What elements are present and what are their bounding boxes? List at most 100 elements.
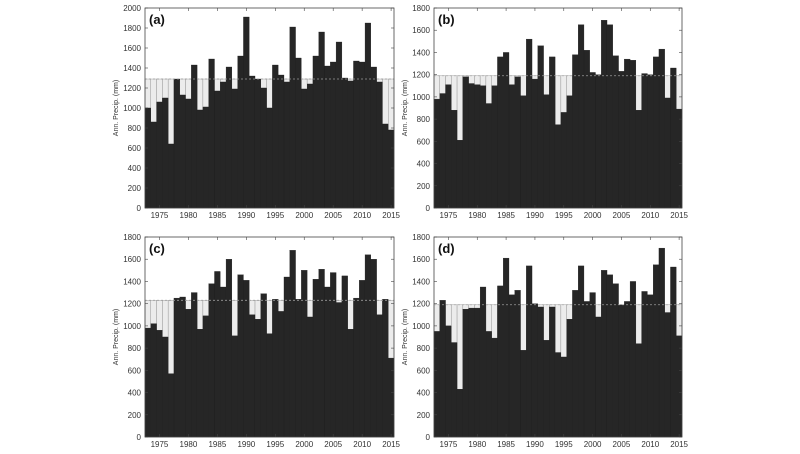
deficit-fill	[150, 78, 157, 123]
deficit-fill	[566, 304, 573, 320]
bar	[566, 95, 573, 209]
x-tick-label: 1975	[440, 440, 458, 449]
bar	[185, 309, 192, 438]
bar	[445, 325, 452, 438]
y-tick-label: 1800	[123, 24, 141, 33]
bar	[225, 259, 233, 438]
bar	[560, 112, 567, 209]
x-tick-label: 1975	[151, 211, 169, 220]
y-tick-label: 1400	[412, 277, 430, 286]
x-tick-label: 2005	[613, 211, 631, 220]
bar	[670, 67, 677, 209]
bar	[278, 311, 285, 438]
bar	[208, 58, 215, 209]
bar	[664, 312, 671, 438]
x-tick-label: 2015	[670, 440, 688, 449]
bar	[364, 254, 371, 438]
bar	[179, 296, 186, 438]
y-tick-label: 1000	[412, 93, 430, 102]
bar	[266, 107, 273, 209]
bar	[554, 124, 562, 209]
chart-panel: 0 200 400 600 800 1000 1200 1400 1600 1800 2000 197…	[113, 4, 401, 220]
bar	[658, 48, 665, 209]
y-tick-label: 1000	[123, 322, 141, 331]
bar	[260, 87, 267, 209]
bar	[526, 38, 533, 209]
bar	[370, 259, 377, 438]
deficit-fill	[491, 304, 498, 339]
bar	[456, 389, 463, 438]
deficit-fill	[456, 304, 464, 390]
bar	[485, 103, 492, 209]
bar	[150, 121, 157, 209]
bar	[554, 352, 562, 438]
bar	[514, 76, 521, 209]
bar	[254, 319, 261, 438]
deficit-fill	[664, 304, 671, 313]
deficit-fill	[664, 75, 671, 99]
bar	[433, 331, 440, 438]
y-tick-label: 600	[417, 366, 431, 375]
deficit-fill	[474, 75, 481, 85]
bar	[531, 78, 538, 209]
bar	[376, 314, 383, 438]
bar	[647, 294, 654, 438]
bar	[306, 83, 314, 209]
chart-panel: 0 200 400 600 800 1000 1200 1400 1600 1800 1975 198…	[113, 233, 401, 449]
bar	[595, 74, 602, 209]
x-tick-label: 1985	[497, 211, 515, 220]
x-tick-label: 2010	[353, 440, 371, 449]
bar	[451, 110, 458, 209]
bar	[196, 329, 204, 438]
bar	[537, 306, 544, 438]
deficit-fill	[462, 304, 469, 310]
x-tick-label: 2010	[641, 211, 659, 220]
deficit-fill	[231, 300, 238, 337]
deficit-fill	[485, 304, 492, 332]
bar	[283, 276, 290, 438]
x-tick-label: 1990	[526, 211, 544, 220]
deficit-fill	[144, 78, 151, 109]
x-tick-label: 2010	[353, 211, 371, 220]
bar	[289, 250, 296, 438]
bar	[185, 98, 192, 209]
deficit-fill	[520, 75, 527, 96]
bar	[324, 65, 331, 209]
bar	[150, 323, 157, 438]
deficit-fill	[231, 78, 238, 90]
bar	[191, 292, 198, 438]
x-tick-label: 1985	[208, 211, 226, 220]
bar	[324, 286, 331, 438]
y-tick-label: 1800	[412, 233, 430, 242]
bar	[456, 140, 463, 209]
y-axis-title: Ann. Precip. (mm)	[402, 309, 409, 365]
bar	[606, 274, 613, 438]
axes-frame	[433, 7, 683, 209]
y-tick-label: 1200	[412, 71, 430, 80]
deficit-fill	[676, 304, 683, 337]
deficit-fill	[543, 304, 550, 341]
deficit-fill	[306, 300, 314, 318]
deficit-fill	[439, 75, 446, 94]
deficit-fill	[150, 300, 157, 324]
deficit-fill	[167, 300, 175, 374]
deficit-fill	[388, 78, 395, 131]
deficit-fill	[202, 300, 209, 317]
panel-label: (d)	[438, 241, 455, 256]
y-tick-label: 400	[128, 164, 142, 173]
bar	[537, 45, 544, 209]
bar	[382, 299, 389, 438]
bar	[624, 58, 631, 209]
x-tick-label: 1995	[266, 211, 284, 220]
bar	[601, 20, 608, 209]
bar	[526, 265, 533, 438]
y-tick-label: 800	[417, 115, 431, 124]
y-tick-label: 1800	[123, 233, 141, 242]
deficit-fill	[520, 304, 527, 351]
bar	[485, 331, 492, 438]
bar	[583, 50, 590, 209]
deficit-fill	[388, 300, 395, 359]
bar	[647, 74, 654, 209]
y-axis-title: Ann. Precip. (mm)	[113, 80, 120, 136]
